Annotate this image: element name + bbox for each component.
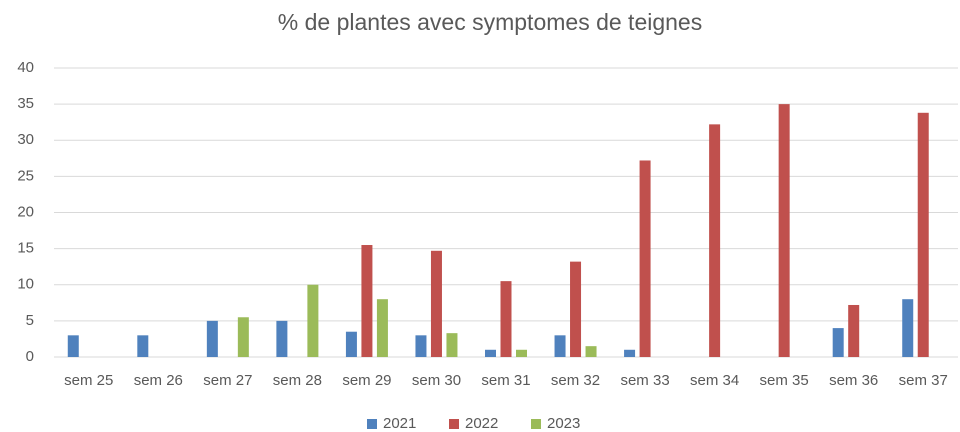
bar xyxy=(570,261,582,357)
bar xyxy=(376,299,388,357)
x-tick-label: sem 25 xyxy=(64,372,113,389)
x-tick-label: sem 29 xyxy=(342,372,391,389)
x-tick-label: sem 26 xyxy=(134,372,183,389)
x-tick-label: sem 33 xyxy=(620,372,669,389)
legend-label: 2022 xyxy=(465,415,498,432)
bar xyxy=(237,317,249,357)
bar xyxy=(137,335,149,357)
x-tick-label: sem 32 xyxy=(551,372,600,389)
bar xyxy=(307,284,319,357)
bar xyxy=(67,335,79,357)
bar xyxy=(917,112,929,357)
bar xyxy=(778,104,790,357)
bar xyxy=(446,333,458,357)
bar xyxy=(848,304,860,357)
x-tick-label: sem 34 xyxy=(690,372,739,389)
legend-swatch xyxy=(531,419,541,429)
legend-swatch xyxy=(367,419,377,429)
bar xyxy=(276,320,288,357)
legend-label: 2023 xyxy=(547,415,580,432)
bar xyxy=(361,245,373,357)
y-tick-label: 15 xyxy=(17,240,34,257)
y-tick-label: 5 xyxy=(26,312,34,329)
x-tick-label: sem 37 xyxy=(899,372,948,389)
x-tick-label: sem 30 xyxy=(412,372,461,389)
bar xyxy=(500,281,512,357)
y-tick-label: 35 xyxy=(17,95,34,112)
bar xyxy=(832,328,844,357)
bar xyxy=(709,124,721,357)
y-tick-label: 40 xyxy=(17,59,34,76)
x-tick-label: sem 31 xyxy=(481,372,530,389)
chart-title: % de plantes avec symptomes de teignes xyxy=(278,9,702,35)
bar xyxy=(430,250,442,357)
bar xyxy=(415,335,427,357)
y-tick-label: 30 xyxy=(17,131,34,148)
x-tick-label: sem 27 xyxy=(203,372,252,389)
bar xyxy=(206,320,218,357)
bar xyxy=(516,349,527,357)
y-tick-label: 10 xyxy=(17,276,34,293)
bar xyxy=(345,331,357,357)
bar xyxy=(554,335,566,357)
y-tick-label: 20 xyxy=(17,203,34,220)
legend-swatch xyxy=(449,419,459,429)
legend-label: 2021 xyxy=(383,415,416,432)
bar xyxy=(639,160,651,357)
bar xyxy=(585,346,597,357)
y-tick-label: 25 xyxy=(17,167,34,184)
x-tick-label: sem 35 xyxy=(760,372,809,389)
x-tick-label: sem 36 xyxy=(829,372,878,389)
x-tick-label: sem 28 xyxy=(273,372,322,389)
bar xyxy=(485,349,496,357)
y-tick-label: 0 xyxy=(26,348,34,365)
bar xyxy=(624,349,636,357)
bar xyxy=(902,299,914,357)
